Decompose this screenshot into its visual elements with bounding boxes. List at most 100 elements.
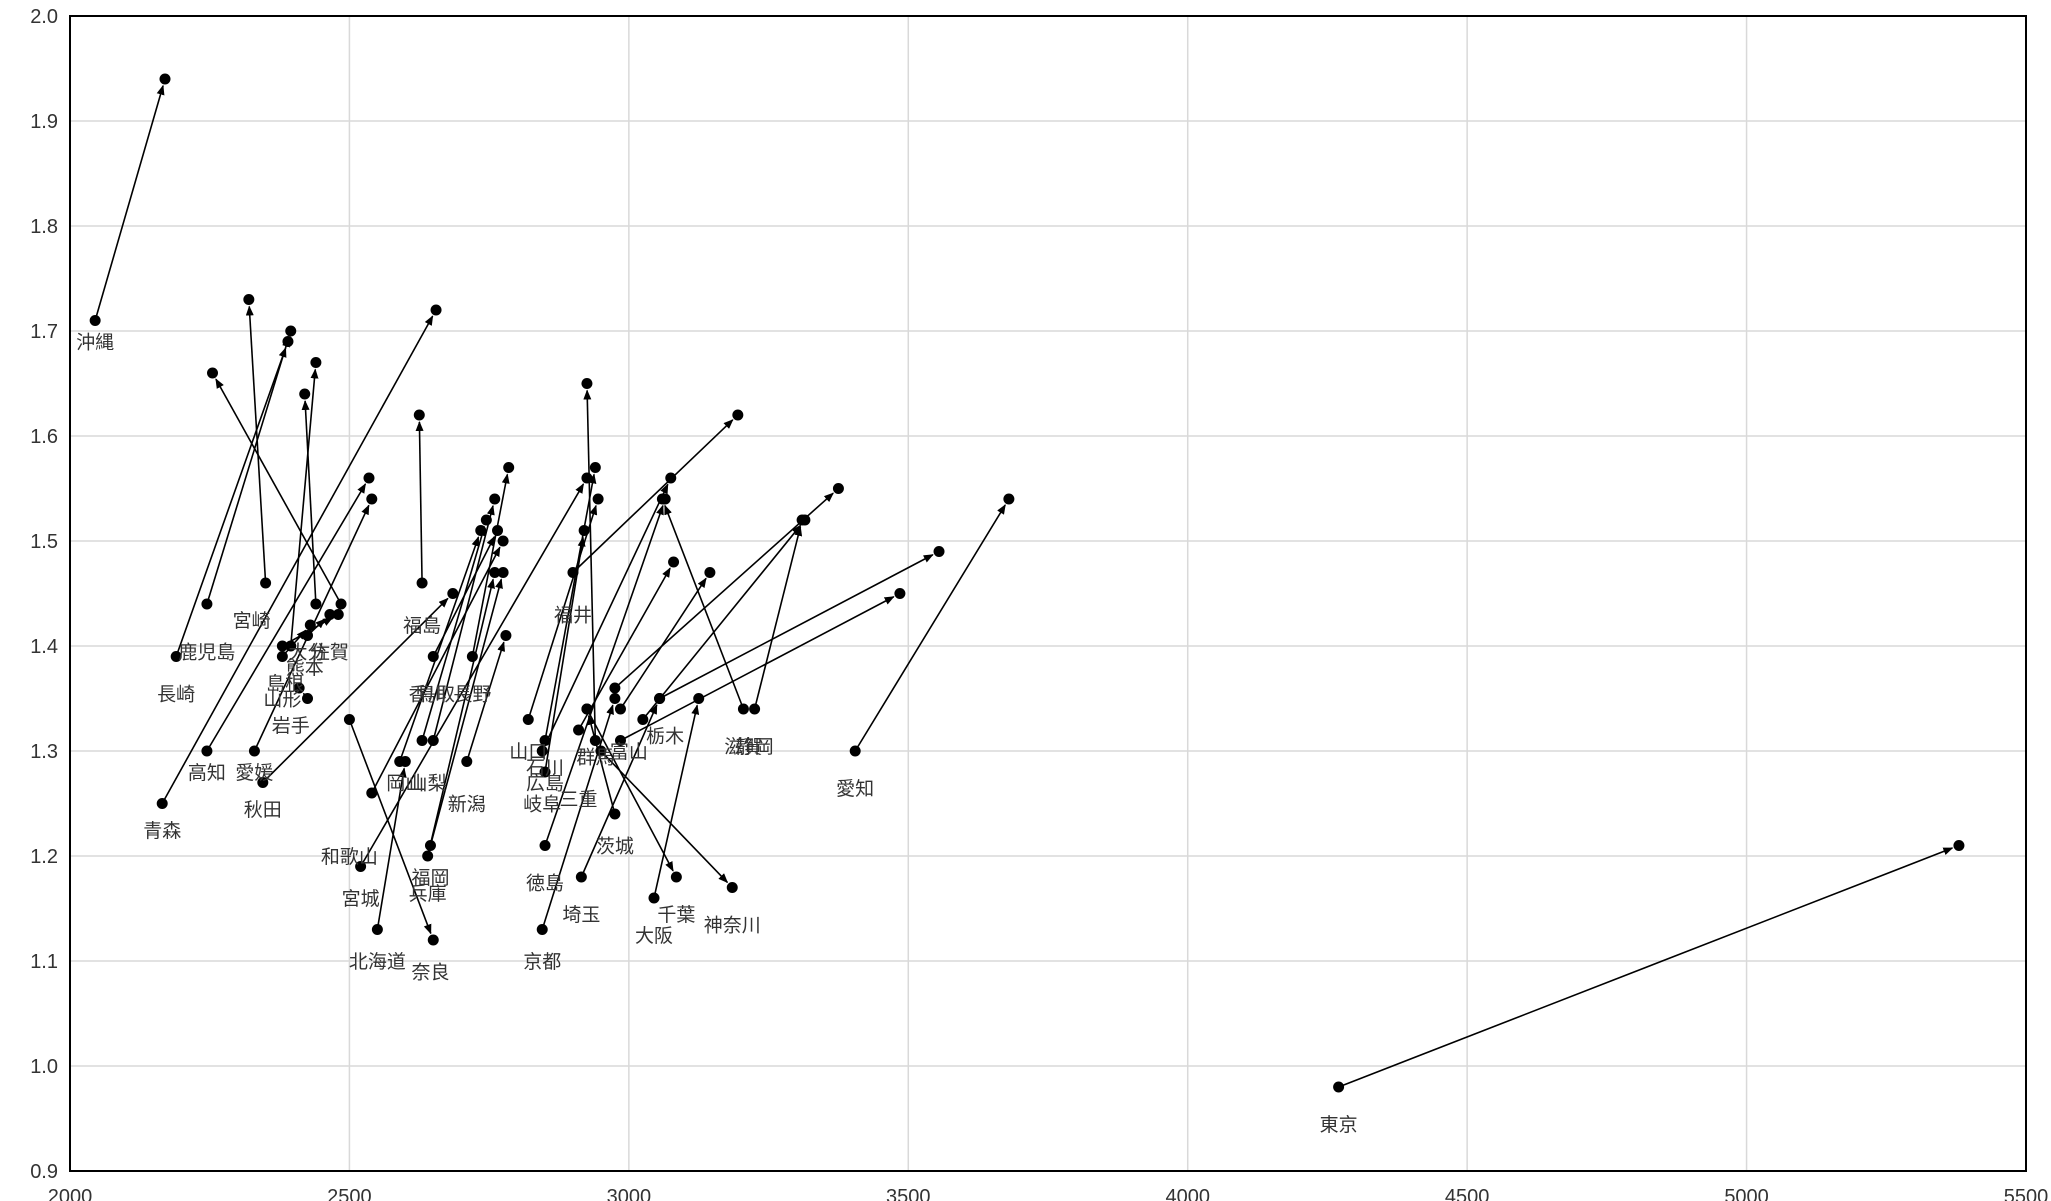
data-point-start xyxy=(614,703,626,715)
change-arrow xyxy=(348,719,432,935)
change-arrow xyxy=(398,536,480,762)
data-point-start xyxy=(595,745,607,757)
data-point-start xyxy=(1333,1081,1345,1093)
y-tick-label: 1.2 xyxy=(30,846,58,868)
data-point-start xyxy=(335,598,347,610)
data-point-end xyxy=(475,525,487,536)
prefecture-label: 香川 xyxy=(409,683,447,705)
data-point-end xyxy=(489,567,501,578)
data-point-start xyxy=(737,703,749,715)
prefecture-label: 京都 xyxy=(523,951,561,973)
data-point-start xyxy=(539,735,551,746)
prefecture-label: 広島 xyxy=(526,773,564,795)
prefecture-label: 新潟 xyxy=(448,794,486,816)
data-point-end xyxy=(285,325,297,337)
change-arrow xyxy=(245,305,267,584)
data-point-end xyxy=(243,294,255,305)
data-point-start xyxy=(522,714,534,725)
prefecture-label: 秋田 xyxy=(244,799,282,821)
data-point-end xyxy=(310,357,322,368)
prefecture-label: 岐阜 xyxy=(523,794,561,816)
data-point-start xyxy=(248,745,260,757)
prefecture-label: 熊本 xyxy=(286,657,324,679)
prefecture-label: 沖縄 xyxy=(76,332,114,354)
data-point-start xyxy=(276,640,288,652)
y-tick-label: 1.8 xyxy=(30,216,58,238)
prefecture-label: 鹿児島 xyxy=(178,641,235,663)
data-point-start xyxy=(609,808,621,820)
y-tick-label: 1.0 xyxy=(30,1056,58,1078)
data-point-end xyxy=(413,409,425,421)
data-point-end xyxy=(589,462,601,473)
change-arrow xyxy=(587,714,616,815)
data-point-end xyxy=(1953,840,1965,851)
data-point-start xyxy=(575,871,587,883)
change-arrow xyxy=(206,483,367,752)
prefecture-label: 高知 xyxy=(188,762,226,784)
prefecture-label: 神奈川 xyxy=(704,914,761,936)
data-point-end xyxy=(704,567,716,578)
data-point-start xyxy=(849,745,861,757)
prefecture-label: 佐賀 xyxy=(311,641,349,663)
prefecture-label: 富山 xyxy=(610,741,648,763)
change-arrow xyxy=(161,315,434,804)
y-tick-label: 2.0 xyxy=(30,6,58,28)
y-tick-label: 1.6 xyxy=(30,426,58,448)
data-point-end xyxy=(832,483,844,494)
y-tick-label: 0.9 xyxy=(30,1161,58,1183)
x-tick-label: 3500 xyxy=(886,1186,931,1201)
data-point-end xyxy=(159,73,171,85)
data-point-start xyxy=(749,703,761,715)
data-point-end xyxy=(592,493,604,505)
data-point-start xyxy=(567,567,579,578)
change-arrow xyxy=(541,483,669,752)
change-arrow xyxy=(586,708,674,872)
change-arrow xyxy=(620,596,895,742)
y-tick-label: 1.7 xyxy=(30,321,58,343)
prefecture-label: 栃木 xyxy=(646,725,684,747)
data-point-end xyxy=(282,336,294,347)
prefecture-label: 愛媛 xyxy=(235,762,273,784)
data-point-start xyxy=(310,598,322,610)
prefecture-label: 山口 xyxy=(509,741,547,763)
data-point-end xyxy=(299,388,311,400)
data-point-start xyxy=(89,315,101,326)
prefecture-label: 大分 xyxy=(289,641,327,663)
y-tick-label: 1.9 xyxy=(30,111,58,133)
data-point-end xyxy=(304,619,316,631)
x-tick-label: 4500 xyxy=(1445,1186,1490,1201)
data-point-start xyxy=(648,892,660,904)
data-point-start xyxy=(427,735,439,746)
data-point-end xyxy=(581,378,593,389)
data-point-end xyxy=(693,693,705,704)
change-arrow xyxy=(426,578,495,857)
prefecture-label: 長野 xyxy=(453,683,491,705)
data-point-end xyxy=(726,882,738,893)
prefecture-label: 山形 xyxy=(263,689,301,711)
prefecture-label: 宮崎 xyxy=(233,610,271,632)
y-tick-label: 1.4 xyxy=(30,636,58,658)
data-point-end xyxy=(894,588,906,599)
y-tick-label: 1.3 xyxy=(30,741,58,763)
change-arrow xyxy=(429,578,503,846)
data-point-start xyxy=(609,682,621,694)
change-arrow xyxy=(421,525,486,741)
prefecture-label: 福岡 xyxy=(411,867,449,889)
data-point-end xyxy=(500,630,512,641)
prefecture-label: 石川 xyxy=(526,757,564,779)
change-arrow xyxy=(653,704,700,899)
data-point-start xyxy=(581,703,593,715)
data-point-start xyxy=(343,714,355,725)
data-point-start xyxy=(539,766,551,778)
data-point-end xyxy=(656,493,668,505)
change-arrow xyxy=(262,597,449,784)
change-arrow xyxy=(175,347,287,657)
change-arrow xyxy=(614,492,834,689)
data-point-start xyxy=(422,850,434,862)
data-point-end xyxy=(796,514,808,526)
change-arrow xyxy=(753,525,803,710)
x-tick-label: 5000 xyxy=(1724,1186,1769,1201)
change-arrow xyxy=(544,504,664,846)
prefecture-label: 山梨 xyxy=(409,773,447,795)
x-tick-label: 3000 xyxy=(607,1186,652,1201)
